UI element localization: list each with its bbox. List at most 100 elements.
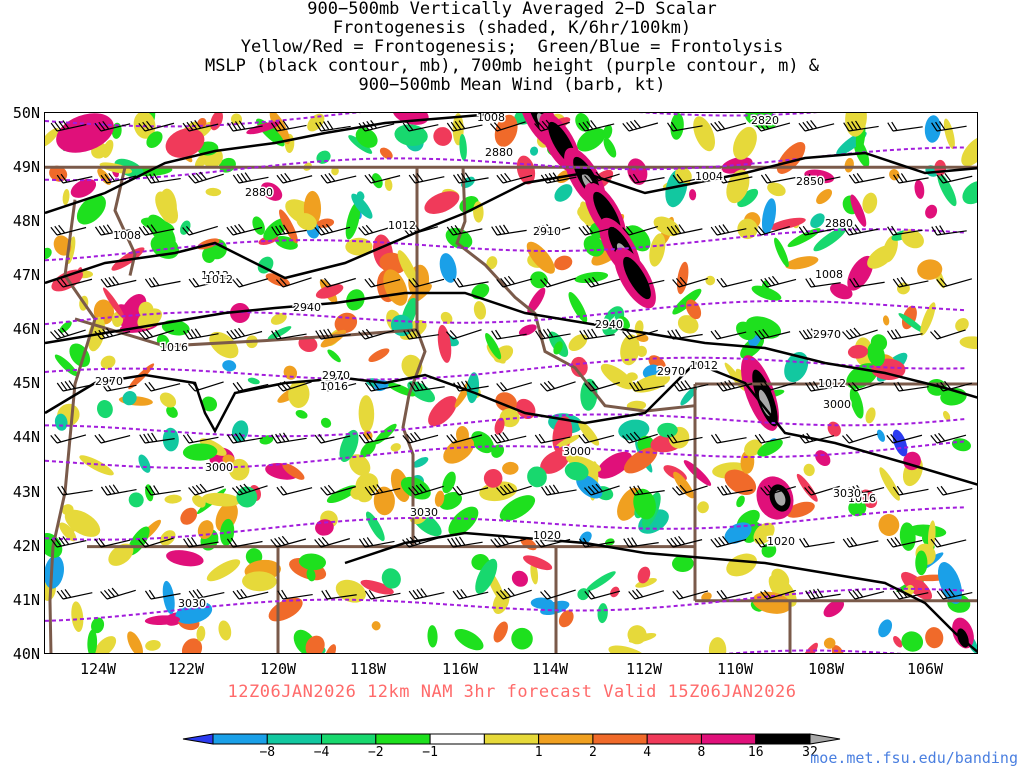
mslp-contour-line (45, 113, 506, 215)
wind-barb (402, 121, 439, 132)
wind-barb (892, 485, 929, 496)
shading-cell (360, 579, 394, 595)
shading-cell (830, 283, 853, 300)
colorbar-segment (429, 733, 485, 745)
wind-barb (710, 329, 747, 340)
shading-cell (578, 420, 600, 446)
shading-cell (602, 124, 613, 140)
wind-barb (716, 173, 753, 184)
wind-barb (892, 277, 929, 288)
shading-cell (576, 474, 603, 499)
wind-barb (56, 589, 93, 600)
wind-barb (358, 328, 394, 340)
shading-cell (331, 166, 339, 176)
shading-cell (491, 444, 505, 458)
shading-cell (813, 227, 847, 252)
shading-cell (268, 597, 303, 622)
shading-cell (288, 380, 310, 408)
shading-cell (526, 241, 555, 274)
wind-barb (848, 484, 885, 496)
shading-cell (554, 184, 573, 202)
shading-cell (579, 201, 592, 227)
shading-cell (943, 118, 955, 150)
shading-cell (127, 526, 150, 556)
shading-cell (961, 136, 977, 167)
wind-barb (276, 485, 313, 496)
shading-cell (816, 189, 833, 205)
colorbar-min-arrow (182, 733, 214, 745)
shading-cell (925, 204, 938, 219)
shading-cell (785, 256, 819, 270)
shading-cell (942, 410, 951, 421)
shading-cell (920, 302, 936, 336)
wind-barb (805, 381, 841, 392)
shading-cell (442, 471, 456, 494)
wind-barb (232, 172, 269, 184)
shading-cell (49, 165, 68, 182)
shading-cell (745, 113, 779, 129)
lat-label-45n: 45N (12, 374, 40, 392)
wind-barb (584, 276, 621, 288)
wind-barb (364, 381, 401, 392)
wind-barb (138, 224, 175, 236)
shading-cell (618, 419, 650, 441)
shading-cell (758, 389, 772, 417)
run-info: 12Z06JAN2026 12km NAM 3hr forecast Valid… (227, 682, 797, 702)
shading-cell (159, 392, 177, 408)
shading-cell (305, 635, 325, 653)
credit-link[interactable]: moe.met.fsu.edu/banding (810, 749, 1018, 767)
wind-barb (270, 120, 307, 132)
wind-barb (100, 276, 137, 288)
shading-cell (196, 625, 206, 642)
shading-cell (914, 179, 925, 199)
wind-barb (931, 121, 967, 132)
wind-barb (320, 381, 357, 392)
colorbar-segment (483, 733, 540, 745)
shading-cell (823, 599, 845, 618)
shading-cell (485, 333, 502, 360)
shading-cell (166, 406, 178, 418)
height-label: 2880 (825, 217, 853, 230)
shading-cell (522, 555, 553, 571)
shading-cell (360, 441, 376, 458)
colorbar-tick: −2 (367, 745, 384, 760)
shading-cell (145, 639, 161, 651)
wind-barb (710, 120, 747, 132)
wind-barb (358, 537, 395, 548)
shading-cell (493, 621, 508, 643)
wind-barb (315, 328, 351, 340)
shading-cell (247, 377, 260, 385)
title-line-4: MSLP (black contour, mb), 700mb height (… (204, 56, 820, 76)
shading-cell (882, 235, 898, 263)
wind-barb (496, 275, 533, 288)
shading-cell (365, 511, 385, 542)
wind-barb (579, 328, 615, 340)
colorbar-segment (646, 733, 702, 745)
wind-barb (886, 433, 923, 444)
wind-barb (144, 277, 181, 288)
height-label: 3030 (178, 597, 206, 610)
wind-barb (445, 329, 482, 340)
wind-barb (496, 587, 532, 600)
wind-barb (446, 433, 483, 444)
shading-cell (955, 318, 969, 332)
colorbar-tick: 32 (802, 745, 818, 760)
shading-cell (379, 147, 393, 160)
shading-cell (769, 217, 806, 230)
shading-cell (583, 235, 605, 257)
height-label: 2880 (245, 186, 273, 199)
shading-cell (676, 261, 689, 295)
wind-barb (848, 381, 884, 392)
wind-barb (453, 380, 489, 392)
wind-barb (188, 588, 225, 600)
wind-barb (760, 275, 797, 288)
shading-cell (218, 620, 232, 641)
wind-barb (232, 381, 269, 392)
mslp-contour-line (45, 151, 977, 285)
lon-label-114w: 114W (531, 660, 569, 678)
shading-cell (473, 301, 487, 320)
shading-cell (230, 113, 243, 125)
shading-cell (192, 494, 206, 508)
shading-cell (97, 399, 113, 419)
shading-cell (209, 331, 239, 359)
